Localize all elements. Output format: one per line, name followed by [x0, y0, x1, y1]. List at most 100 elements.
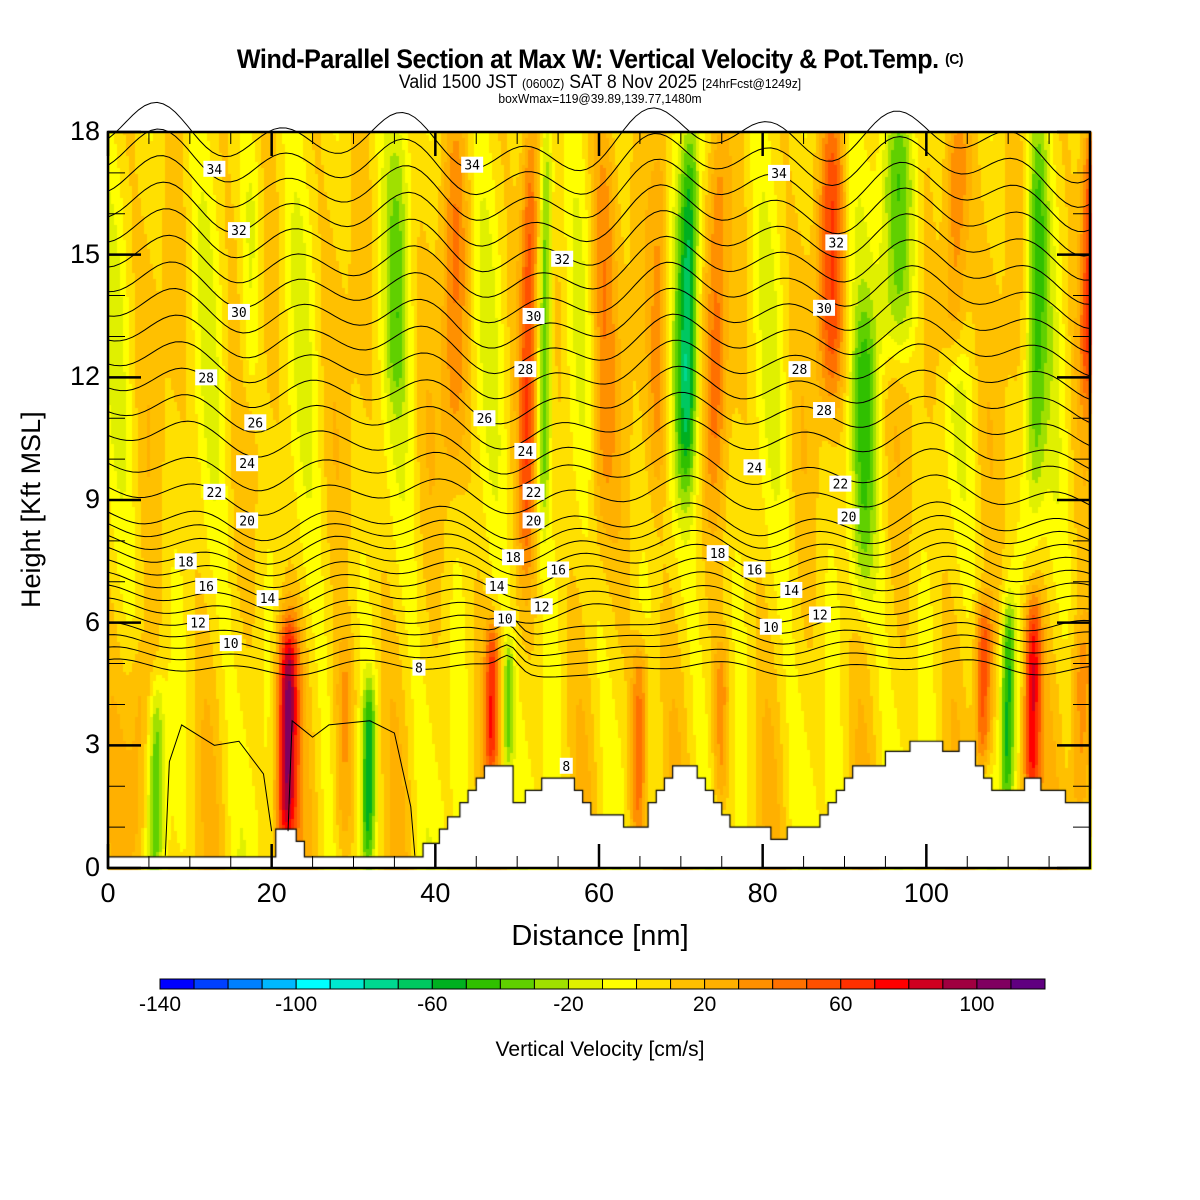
- svg-text:8: 8: [562, 760, 570, 775]
- contour-label: 30: [813, 299, 836, 317]
- y-tick-label: 12: [69, 361, 100, 392]
- svg-text:16: 16: [550, 564, 566, 579]
- x-tick-label: 80: [747, 878, 778, 908]
- theta-contour-19: [107, 514, 1091, 553]
- svg-text:14: 14: [783, 584, 799, 599]
- y-tick-label: 3: [84, 729, 100, 760]
- contour-label: 16: [743, 561, 766, 579]
- svg-text:30: 30: [526, 310, 542, 325]
- svg-text:32: 32: [828, 236, 844, 251]
- contour-label: 8: [559, 757, 573, 775]
- theta-contour-20: [107, 501, 1091, 542]
- colorbar-swatch: [567, 978, 604, 990]
- svg-text:20: 20: [239, 514, 255, 529]
- svg-text:14: 14: [489, 580, 505, 595]
- svg-text:28: 28: [518, 363, 534, 378]
- x-tick-label: 60: [583, 878, 615, 908]
- contour-label: 28: [813, 402, 836, 419]
- contour-label: 10: [493, 610, 516, 628]
- theta-contour-9: [107, 644, 1091, 667]
- svg-text:28: 28: [198, 371, 214, 386]
- contour-label: 20: [837, 508, 860, 525]
- plot-frame: [106, 130, 1092, 870]
- svg-text:12: 12: [812, 608, 828, 623]
- contour-label: 10: [219, 635, 242, 652]
- contour-label: 34: [461, 156, 484, 174]
- contour-label: 18: [706, 545, 729, 562]
- x-tick-label: 20: [256, 878, 287, 908]
- theta-contour-14: [107, 583, 1091, 612]
- colorbar-swatch: [363, 978, 399, 990]
- colorbar-swatch: [227, 978, 263, 990]
- contour-label: 26: [473, 410, 496, 427]
- svg-text:10: 10: [763, 621, 779, 636]
- svg-text:34: 34: [771, 167, 787, 182]
- colorbar-tick-label: -100: [275, 993, 318, 1016]
- contour-label: 16: [195, 577, 218, 595]
- svg-text:18: 18: [178, 555, 194, 570]
- theta-contour-28: [107, 287, 1091, 353]
- theta-contour-16: [107, 555, 1091, 589]
- contour-label: 28: [788, 361, 811, 378]
- theta-contour-32: [107, 181, 1091, 257]
- svg-text:14: 14: [260, 592, 276, 607]
- contour-label: 18: [174, 553, 197, 570]
- colorbar-swatch: [1010, 978, 1046, 990]
- contour-label: 10: [759, 618, 782, 636]
- colorbar-swatch: [636, 978, 672, 990]
- svg-text:10: 10: [223, 637, 239, 652]
- colorbar-swatch: [738, 978, 774, 990]
- colorbar-tick-label: 20: [692, 993, 717, 1016]
- colorbar-swatch: [431, 978, 467, 990]
- theta-contour-33: [107, 155, 1091, 233]
- colorbar-swatch: [874, 978, 910, 990]
- theta-contour-22: [107, 448, 1091, 492]
- svg-text:20: 20: [526, 514, 542, 529]
- contour-label: 22: [829, 475, 852, 493]
- svg-text:28: 28: [816, 404, 832, 419]
- theta-contour-23: [107, 417, 1091, 475]
- colorbar-tick-label: -60: [417, 993, 448, 1016]
- contour-label: 22: [203, 483, 226, 501]
- x-axis-label: Distance [nm]: [511, 920, 689, 952]
- svg-text:12: 12: [534, 600, 550, 615]
- contour-label: 30: [522, 308, 545, 325]
- y-tick-label: 6: [84, 606, 100, 637]
- colorbar-swatch: [670, 978, 706, 990]
- svg-text:8: 8: [415, 662, 423, 677]
- theta-contour-30: [107, 234, 1091, 305]
- contour-label: 12: [808, 606, 831, 623]
- theta-contour-27: [107, 313, 1091, 377]
- contour-label: 28: [195, 369, 218, 386]
- theta-contour-26: [107, 339, 1091, 400]
- theta-contour-24: [107, 391, 1091, 450]
- svg-text:16: 16: [198, 580, 214, 595]
- svg-text:26: 26: [247, 416, 263, 431]
- colorbar-swatch: [840, 978, 876, 990]
- svg-text:12: 12: [190, 617, 206, 632]
- colorbar-swatch: [704, 978, 740, 990]
- contour-label: 12: [530, 598, 553, 615]
- colorbar-swatch: [942, 978, 978, 990]
- theta-contour-10: [107, 633, 1091, 656]
- contour-label: 14: [256, 590, 279, 607]
- theta-contour-13: [107, 596, 1091, 624]
- svg-text:34: 34: [464, 159, 480, 174]
- theta-contour-21: [107, 474, 1091, 516]
- colorbar-swatch: [397, 978, 433, 990]
- contour-label: 20: [522, 512, 545, 529]
- y-tick-label: 15: [69, 238, 100, 269]
- colorbar-tick-label: 60: [829, 993, 853, 1016]
- colorbar-swatch: [602, 978, 638, 990]
- colorbar-swatch: [465, 978, 501, 990]
- theta-contour-31: [107, 208, 1091, 281]
- contour-label: 24: [514, 442, 537, 460]
- svg-text:18: 18: [505, 551, 521, 566]
- colorbar-swatch: [295, 978, 331, 990]
- contour-label: 34: [768, 164, 791, 182]
- theta-contour-11: [107, 621, 1091, 646]
- theta-contour-low: [164, 719, 416, 856]
- colorbar-swatch: [261, 978, 297, 990]
